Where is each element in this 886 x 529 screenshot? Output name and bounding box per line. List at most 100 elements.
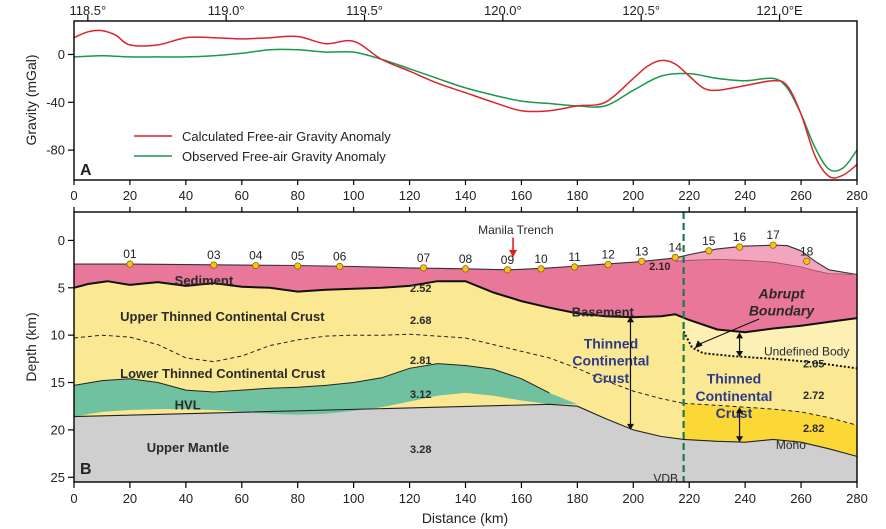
crust-thickness-arrow-west-head-down [626,423,634,430]
distance-axis-middle: 0 20 40 60 80 100 120 140 160 180 200 220 240 260 280 [70,180,868,212]
depth-axis-title: Depth (km) [23,312,39,381]
density-value-label: 3.12 [410,389,431,401]
model-annotations: 01 03 04 05 06 07 08 09 10 11 12 13 14 15 16 17 18 2.10 2.… [120,223,849,485]
hvl-layer [74,363,578,417]
model-annotation-label: Sediment [175,273,234,288]
observed-gravity-line [74,48,857,172]
density-value-label: 2.65 [803,359,824,371]
model-annotation-label: Basement [572,304,635,319]
longitude-tick-label: 121.0°E [756,3,803,18]
density-value-label: 2.10 [649,261,670,273]
obs-station-marker [503,266,511,274]
obs-station-label: 08 [459,252,473,266]
gravity-y-tick-label: -80 [46,143,65,158]
undefined-body-area [683,317,857,369]
crust-thickness-arrow-east-head-down [736,436,744,443]
distance-tick-label-bottom: 0 [70,491,77,506]
obs-station-label: 18 [800,244,814,258]
obs-station-label: 17 [766,228,780,242]
obs-station-marker [420,264,428,272]
obs-station-marker [571,263,579,271]
obs-station-marker [638,257,646,265]
longitude-tick-label: 120.0° [484,3,522,18]
longitude-tick-label: 118.5° [69,3,106,18]
manila-trench-arrow-head [509,249,518,258]
obs-station-marker [210,261,218,269]
sediment-layer [74,245,857,333]
distance-tick-label-middle: 100 [343,188,365,203]
model-annotation-label: Crust [716,405,753,421]
distance-tick-label-bottom: 160 [511,491,533,506]
model-annotation-label: Lower Thinned Continental Crust [120,366,326,381]
model-annotation-label: Thinned [584,336,638,352]
model-annotation-label: HVL [175,397,201,412]
obs-station-marker [705,247,713,255]
undefined-body-thickness-arrow-head-down [736,350,744,357]
lower-crust-east-area [683,403,857,457]
sediment-inner-boundary [675,258,857,275]
obs-station-marker [735,243,744,251]
upper-lower-crust-boundary [74,333,684,404]
gravity-y-axis-title: Gravity (mGal) [23,55,39,146]
density-value-label: 2.72 [803,390,824,402]
distance-tick-label-middle: 240 [734,188,756,203]
distance-tick-label-middle: 180 [567,188,589,203]
obs-station-label: 16 [733,230,747,244]
distance-tick-label-bottom: 180 [567,491,589,506]
basement-line [74,280,857,334]
longitude-tick-label: 120.5° [622,3,660,18]
obs-station-marker [604,261,612,269]
depth-tick-label: 20 [51,422,65,437]
obs-station-label: 13 [635,244,649,258]
model-annotation-label: Moho [776,438,806,452]
model-annotation-label: Abrupt [758,285,806,301]
distance-tick-label-middle: 0 [70,188,77,203]
distance-tick-label-bottom: 260 [790,491,812,506]
depth-tick-label: 10 [51,328,65,343]
distance-tick-label-middle: 20 [123,188,137,203]
depth-tick-label: 5 [58,280,65,295]
obs-station-label: 01 [123,247,137,261]
gravity-y-tick-label: 0 [58,47,65,62]
panel-label-b: B [80,461,92,478]
distance-tick-label-bottom: 60 [235,491,249,506]
density-value-label: 2.81 [410,355,431,367]
depth-tick-label: 25 [51,470,65,485]
upper-sediment-layer-east [675,245,857,275]
obs-station-marker [803,257,811,265]
model-annotation-label: Boundary [749,303,816,319]
distance-tick-label-middle: 40 [179,188,193,203]
obs-station-marker [126,260,134,268]
obs-station-label: 14 [669,240,683,254]
gravity-y-axis: 0 -40 -80 [46,47,74,158]
model-annotation-label: VDB [653,471,678,485]
undefined-body-thickness-arrow-head-up [736,332,744,339]
obs-station-label: 09 [501,253,515,267]
obs-station-label: 10 [534,252,548,266]
obs-station-marker [537,265,545,273]
obs-station-label: 11 [568,250,581,264]
model-annotation-label: Manila Trench [478,223,553,237]
abrupt-boundary-pointer-head [694,340,703,349]
crust-thickness-arrow-west-head-up [626,316,634,323]
distance-tick-label-bottom: 140 [455,491,477,506]
distance-tick-label-bottom: 280 [846,491,868,506]
longitude-tick-label: 119.0° [208,3,245,18]
obs-station-marker [671,253,679,262]
obs-station-label: 03 [207,248,221,262]
calculated-gravity-line [74,29,857,179]
obs-station-label: 05 [291,249,305,263]
density-value-label: 2.52 [410,283,431,295]
panel-label-a: A [80,162,92,179]
legend-label-observed: Observed Free-air Gravity Anomaly [182,149,386,164]
abrupt-boundary-pointer [698,318,760,345]
model-annotation-label: Thinned [707,371,761,387]
gravity-panel: 118.5° 119.0° 119.5° 120.0° 120.5° 121.0°E 0 -… [23,3,858,181]
obs-station-marker [294,262,302,270]
distance-tick-label-bottom: 20 [123,491,137,506]
distance-tick-label-middle: 220 [678,188,700,203]
distance-tick-label-middle: 140 [455,188,477,203]
distance-tick-label-middle: 60 [235,188,249,203]
model-annotation-label: Upper Thinned Continental Crust [120,309,325,324]
